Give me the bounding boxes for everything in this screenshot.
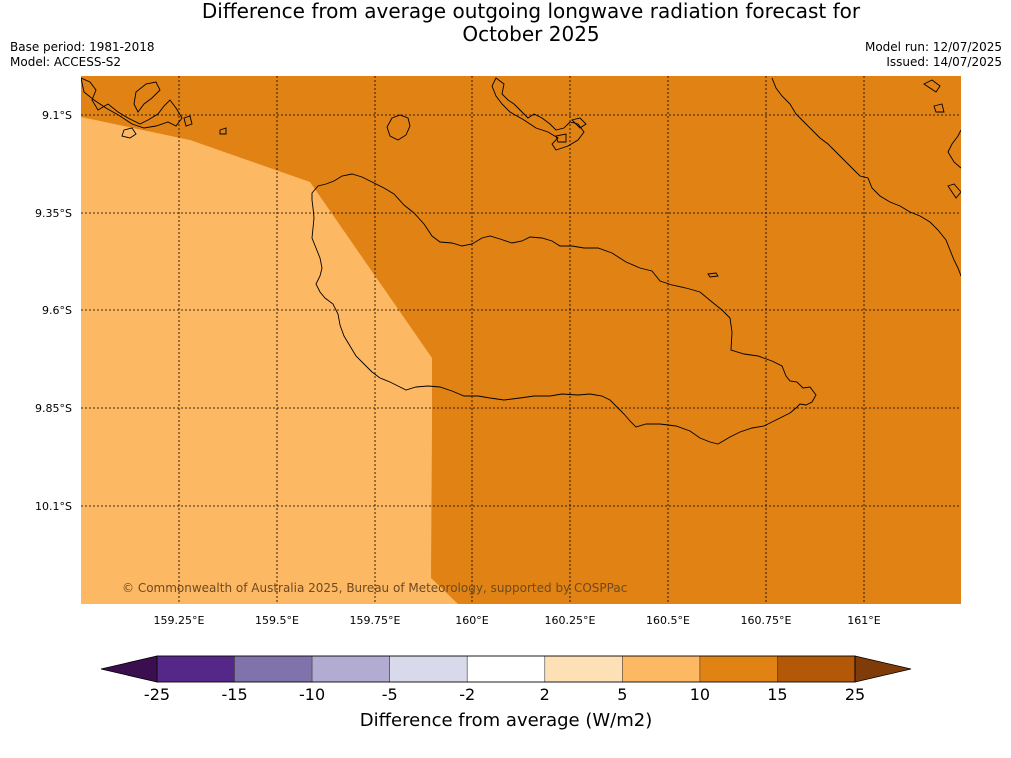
issued-date: Issued: 14/07/2025	[886, 55, 1002, 69]
colorbar-extend-max	[854, 655, 912, 683]
meta-right: Model run: 12/07/2025 Issued: 14/07/2025	[865, 40, 1002, 70]
lon-label: 159.5°E	[255, 614, 299, 627]
map-area: © Commonwealth of Australia 2025, Bureau…	[81, 76, 961, 604]
colorbar-tick-label: 10	[690, 685, 710, 704]
lon-label: 161°E	[847, 614, 880, 627]
nw-islet-b	[219, 127, 227, 135]
lon-label: 160.5°E	[646, 614, 690, 627]
nw-coast-islets	[81, 77, 183, 129]
colorbar-swatch	[466, 655, 546, 683]
colorbar-tick-label: 15	[767, 685, 787, 704]
colorbar-tick-label: -5	[382, 685, 398, 704]
lat-label: 9.1°S	[42, 109, 72, 122]
lon-label: 160°E	[455, 614, 488, 627]
nw-islet-c	[183, 115, 193, 127]
colorbar-tick-label: 25	[845, 685, 865, 704]
colorbar-extend-min	[100, 655, 158, 683]
colorbar-swatch	[156, 655, 235, 683]
malaita-east	[947, 129, 961, 169]
colorbar-swatch	[777, 655, 856, 683]
lon-label: 159.25°E	[154, 614, 205, 627]
graticule	[81, 76, 961, 604]
colorbar-swatch	[699, 655, 778, 683]
malaita-islet	[947, 183, 961, 199]
lat-label: 10.1°S	[35, 500, 72, 513]
colorbar-swatch	[311, 655, 390, 683]
islet-east	[707, 272, 719, 278]
lon-label: 159.75°E	[350, 614, 401, 627]
colorbar-tick-label: 2	[540, 685, 550, 704]
lon-label: 160.75°E	[741, 614, 792, 627]
meta-left: Base period: 1981-2018 Model: ACCESS-S2	[10, 40, 155, 70]
title-line-1: Difference from average outgoing longwav…	[201, 0, 861, 23]
longitude-labels: 159.25°E 159.5°E 159.75°E 160°E 160.25°E…	[154, 614, 881, 627]
model-run: Model run: 12/07/2025	[864, 40, 1002, 54]
colorbar-tick-label: -25	[144, 685, 170, 704]
island-savo	[386, 114, 411, 141]
colorbar-tick-label: -2	[459, 685, 475, 704]
colorbar-tick-label: 5	[617, 685, 627, 704]
colorbar-legend	[100, 655, 912, 683]
chart-title: Difference from average outgoing longwav…	[0, 0, 1011, 46]
colorbar-swatch	[544, 655, 623, 683]
colorbar-title: Difference from average (W/m2)	[360, 710, 652, 731]
colorbar-swatch	[389, 655, 468, 683]
lat-label: 9.6°S	[42, 304, 72, 317]
copyright-notice: © Commonwealth of Australia 2025, Bureau…	[122, 581, 627, 595]
latitude-labels: 9.1°S 9.35°S 9.6°S 9.85°S 10.1°S	[35, 109, 72, 513]
nw-islet-d	[133, 81, 161, 113]
base-period: Base period: 1981-2018	[10, 40, 155, 54]
colorbar-frame	[156, 655, 856, 683]
lat-label: 9.35°S	[35, 207, 72, 220]
florida-islands-north	[491, 77, 585, 151]
model-name: Model: ACCESS-S2	[10, 55, 122, 69]
colorbar-tick-label: -15	[221, 685, 247, 704]
nw-islet-a	[121, 127, 137, 139]
title-line-2: October 2025	[462, 22, 600, 46]
nggela-islets	[555, 117, 587, 143]
colorbar-swatch	[622, 655, 701, 683]
lat-label: 9.85°S	[35, 402, 72, 415]
coastlines	[81, 77, 961, 445]
guadalcanal-coast	[311, 173, 817, 445]
colorbar-tick-labels: -25 -15 -10 -5 -2 2 5 10 15 25	[144, 685, 865, 704]
ne-islets	[923, 79, 945, 113]
lon-label: 160.25°E	[545, 614, 596, 627]
colorbar-swatch	[234, 655, 313, 683]
malaita-coast	[771, 77, 961, 277]
anomaly-fill-5-10	[81, 117, 458, 604]
colorbar-tick-label: -10	[299, 685, 325, 704]
